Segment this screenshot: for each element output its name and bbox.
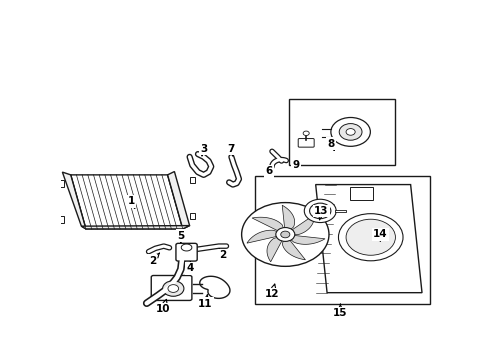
Polygon shape xyxy=(71,175,183,229)
Text: 8: 8 xyxy=(327,139,335,150)
Bar xyxy=(190,212,196,219)
Polygon shape xyxy=(267,237,282,262)
Polygon shape xyxy=(168,172,190,229)
Text: 10: 10 xyxy=(156,300,170,314)
Text: 11: 11 xyxy=(198,294,213,309)
Text: 13: 13 xyxy=(314,206,329,220)
Bar xyxy=(58,180,64,186)
Polygon shape xyxy=(200,276,230,298)
Text: 14: 14 xyxy=(373,229,388,241)
Bar xyxy=(255,176,430,304)
FancyBboxPatch shape xyxy=(151,275,192,301)
Circle shape xyxy=(310,203,331,219)
Bar xyxy=(289,99,395,165)
Polygon shape xyxy=(252,217,283,231)
Text: 2: 2 xyxy=(149,253,159,266)
Polygon shape xyxy=(81,226,190,229)
Polygon shape xyxy=(291,235,325,244)
Circle shape xyxy=(303,131,309,135)
Text: 1: 1 xyxy=(128,196,135,208)
Text: 7: 7 xyxy=(228,144,235,156)
Text: 4: 4 xyxy=(187,262,194,273)
Text: 3: 3 xyxy=(200,144,207,156)
Text: 2: 2 xyxy=(219,249,226,260)
Text: 12: 12 xyxy=(265,284,279,299)
FancyBboxPatch shape xyxy=(176,243,197,261)
Text: 15: 15 xyxy=(333,304,347,319)
Text: 9: 9 xyxy=(293,160,299,170)
FancyBboxPatch shape xyxy=(298,139,314,147)
Polygon shape xyxy=(62,172,86,229)
Circle shape xyxy=(339,123,362,140)
Circle shape xyxy=(304,199,336,222)
Polygon shape xyxy=(282,205,294,230)
Bar xyxy=(350,187,373,200)
Polygon shape xyxy=(282,240,305,260)
Bar xyxy=(190,176,196,183)
Bar xyxy=(58,216,64,222)
Circle shape xyxy=(168,285,178,292)
Circle shape xyxy=(346,129,355,135)
Polygon shape xyxy=(292,215,315,234)
Circle shape xyxy=(331,117,370,146)
Polygon shape xyxy=(247,230,278,243)
Circle shape xyxy=(346,219,395,255)
Circle shape xyxy=(339,214,403,261)
Circle shape xyxy=(281,231,290,238)
Circle shape xyxy=(242,203,329,266)
Text: 5: 5 xyxy=(177,231,185,242)
Circle shape xyxy=(276,228,295,242)
Circle shape xyxy=(163,281,184,296)
Text: 6: 6 xyxy=(266,166,273,176)
Polygon shape xyxy=(316,185,422,293)
